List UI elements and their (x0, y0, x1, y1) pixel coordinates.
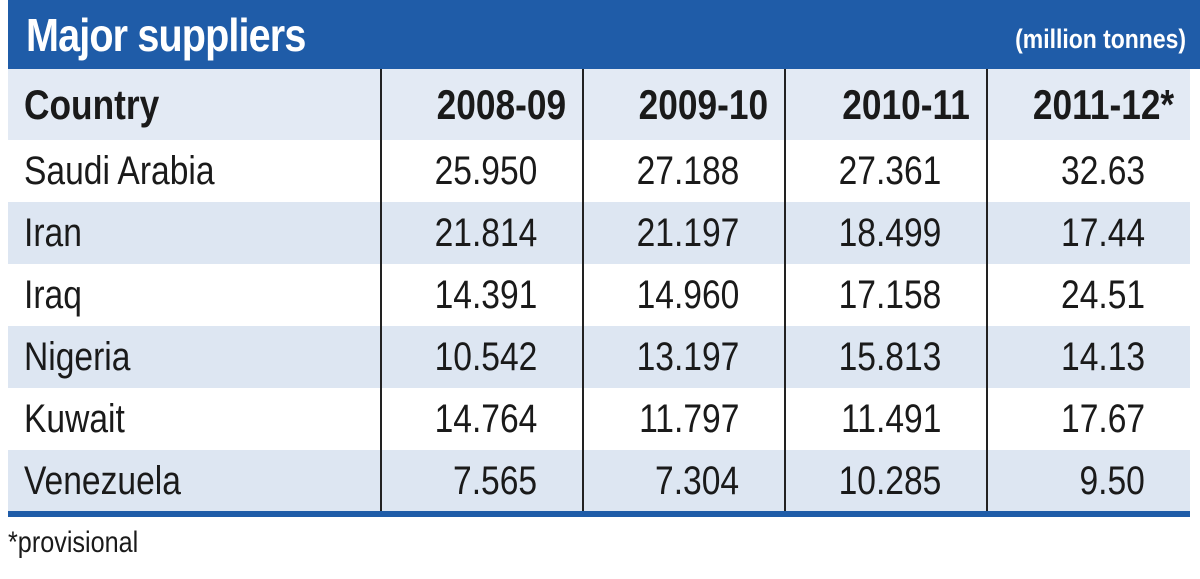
value-cell: 13.197 (582, 326, 784, 388)
value-cell: 18.499 (784, 202, 986, 264)
column-header: 2011-12* (986, 69, 1190, 140)
value-cell: 27.361 (784, 140, 986, 202)
value-cell: 17.158 (784, 264, 986, 326)
table-title-bar: Major suppliers (million tonnes) (8, 0, 1200, 69)
value-cell: 7.304 (582, 450, 784, 512)
column-header: Country (24, 80, 160, 128)
value-cell: 14.960 (582, 264, 784, 326)
value-cell: 24.51 (986, 264, 1190, 326)
table-title: Major suppliers (26, 9, 306, 61)
value-cell: 17.67 (986, 388, 1190, 450)
value-cell: 14.764 (380, 388, 582, 450)
header-row: Country 2008-09 2009-10 2010-11 2011-12* (8, 69, 1190, 140)
country-cell: Venezuela (24, 458, 181, 503)
column-header: 2008-09 (380, 69, 582, 140)
value-cell: 27.188 (582, 140, 784, 202)
unit-label: (million tonnes) (1015, 24, 1186, 54)
table-row: Kuwait 14.764 11.797 11.491 17.67 (8, 388, 1190, 450)
value-cell: 25.950 (380, 140, 582, 202)
country-cell: Iran (24, 210, 82, 255)
value-cell: 10.285 (784, 450, 986, 512)
bottom-divider (8, 511, 1190, 517)
value-cell: 11.491 (784, 388, 986, 450)
value-cell: 21.197 (582, 202, 784, 264)
table-row: Iraq 14.391 14.960 17.158 24.51 (8, 264, 1190, 326)
footnote: *provisional (8, 526, 139, 559)
value-cell: 15.813 (784, 326, 986, 388)
country-cell: Kuwait (24, 396, 125, 441)
table-row: Saudi Arabia 25.950 27.188 27.361 32.63 (8, 140, 1190, 202)
table-row: Nigeria 10.542 13.197 15.813 14.13 (8, 326, 1190, 388)
value-cell: 21.814 (380, 202, 582, 264)
value-cell: 9.50 (986, 450, 1190, 512)
value-cell: 32.63 (986, 140, 1190, 202)
suppliers-table: Country 2008-09 2009-10 2010-11 2011-12*… (8, 69, 1190, 512)
value-cell: 11.797 (582, 388, 784, 450)
country-cell: Iraq (24, 272, 82, 317)
value-cell: 17.44 (986, 202, 1190, 264)
value-cell: 7.565 (380, 450, 582, 512)
table-row: Venezuela 7.565 7.304 10.285 9.50 (8, 450, 1190, 512)
country-cell: Nigeria (24, 334, 131, 379)
column-header: 2009-10 (582, 69, 784, 140)
value-cell: 14.13 (986, 326, 1190, 388)
country-cell: Saudi Arabia (24, 148, 215, 193)
value-cell: 10.542 (380, 326, 582, 388)
column-header: 2010-11 (784, 69, 986, 140)
value-cell: 14.391 (380, 264, 582, 326)
table-row: Iran 21.814 21.197 18.499 17.44 (8, 202, 1190, 264)
